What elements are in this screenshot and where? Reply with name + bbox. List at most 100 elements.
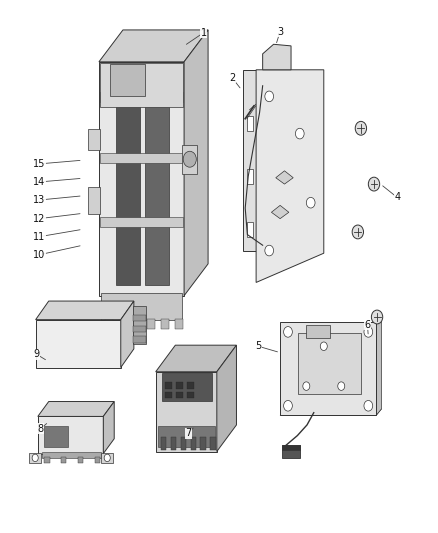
Polygon shape bbox=[256, 70, 324, 282]
FancyBboxPatch shape bbox=[306, 325, 330, 338]
Circle shape bbox=[265, 91, 274, 102]
Circle shape bbox=[371, 310, 383, 324]
Polygon shape bbox=[155, 372, 217, 451]
FancyBboxPatch shape bbox=[201, 437, 205, 450]
Polygon shape bbox=[38, 401, 114, 416]
FancyBboxPatch shape bbox=[162, 373, 212, 401]
Circle shape bbox=[295, 128, 304, 139]
Text: 4: 4 bbox=[394, 192, 400, 203]
Circle shape bbox=[355, 122, 367, 135]
FancyBboxPatch shape bbox=[78, 457, 83, 463]
FancyBboxPatch shape bbox=[182, 145, 197, 174]
FancyBboxPatch shape bbox=[101, 293, 182, 320]
Circle shape bbox=[303, 382, 310, 390]
FancyBboxPatch shape bbox=[282, 445, 300, 450]
FancyBboxPatch shape bbox=[100, 217, 183, 227]
Polygon shape bbox=[184, 30, 208, 296]
Circle shape bbox=[338, 382, 345, 390]
FancyBboxPatch shape bbox=[134, 315, 146, 321]
FancyBboxPatch shape bbox=[120, 319, 127, 329]
FancyBboxPatch shape bbox=[176, 382, 183, 389]
Text: 6: 6 bbox=[364, 320, 371, 330]
Circle shape bbox=[32, 454, 38, 462]
FancyBboxPatch shape bbox=[158, 426, 215, 447]
Polygon shape bbox=[99, 30, 208, 62]
Text: 14: 14 bbox=[33, 177, 45, 187]
Circle shape bbox=[368, 177, 380, 191]
Circle shape bbox=[248, 101, 258, 113]
FancyBboxPatch shape bbox=[161, 437, 166, 450]
FancyBboxPatch shape bbox=[100, 63, 183, 107]
Circle shape bbox=[104, 454, 110, 462]
Text: 8: 8 bbox=[38, 424, 44, 434]
FancyBboxPatch shape bbox=[282, 445, 300, 458]
Circle shape bbox=[364, 400, 373, 411]
FancyBboxPatch shape bbox=[148, 319, 155, 329]
Text: 1: 1 bbox=[201, 28, 207, 38]
Text: 2: 2 bbox=[229, 73, 235, 83]
Polygon shape bbox=[276, 171, 293, 184]
Circle shape bbox=[320, 342, 327, 351]
FancyBboxPatch shape bbox=[191, 437, 196, 450]
FancyBboxPatch shape bbox=[42, 451, 101, 458]
FancyBboxPatch shape bbox=[165, 392, 172, 398]
FancyBboxPatch shape bbox=[44, 426, 68, 447]
FancyBboxPatch shape bbox=[110, 64, 145, 96]
FancyBboxPatch shape bbox=[210, 437, 215, 450]
Circle shape bbox=[352, 225, 364, 239]
FancyBboxPatch shape bbox=[117, 72, 141, 285]
Text: 11: 11 bbox=[33, 232, 45, 242]
Polygon shape bbox=[121, 301, 134, 368]
FancyBboxPatch shape bbox=[88, 129, 100, 150]
FancyBboxPatch shape bbox=[133, 306, 146, 344]
FancyBboxPatch shape bbox=[247, 116, 253, 131]
FancyBboxPatch shape bbox=[297, 333, 361, 394]
FancyBboxPatch shape bbox=[88, 187, 100, 214]
FancyBboxPatch shape bbox=[280, 322, 376, 415]
FancyBboxPatch shape bbox=[176, 392, 183, 398]
Circle shape bbox=[284, 327, 292, 337]
Circle shape bbox=[183, 151, 196, 167]
FancyBboxPatch shape bbox=[187, 392, 194, 398]
Polygon shape bbox=[38, 416, 103, 454]
Circle shape bbox=[306, 197, 315, 208]
FancyBboxPatch shape bbox=[165, 382, 172, 389]
Text: 5: 5 bbox=[255, 341, 261, 351]
Polygon shape bbox=[376, 316, 381, 415]
FancyBboxPatch shape bbox=[106, 319, 113, 329]
Polygon shape bbox=[243, 70, 264, 251]
FancyBboxPatch shape bbox=[100, 154, 183, 163]
FancyBboxPatch shape bbox=[175, 319, 183, 329]
FancyBboxPatch shape bbox=[29, 453, 41, 463]
FancyBboxPatch shape bbox=[161, 319, 169, 329]
FancyBboxPatch shape bbox=[134, 326, 146, 332]
Text: 9: 9 bbox=[33, 349, 39, 359]
Polygon shape bbox=[35, 301, 134, 320]
Text: 15: 15 bbox=[33, 159, 45, 169]
Text: 7: 7 bbox=[185, 429, 191, 439]
FancyBboxPatch shape bbox=[44, 457, 49, 463]
Polygon shape bbox=[263, 44, 291, 70]
Polygon shape bbox=[103, 401, 114, 454]
Circle shape bbox=[364, 327, 373, 337]
FancyBboxPatch shape bbox=[247, 222, 253, 237]
FancyBboxPatch shape bbox=[247, 169, 253, 184]
Circle shape bbox=[265, 245, 274, 256]
Text: 10: 10 bbox=[33, 250, 45, 260]
FancyBboxPatch shape bbox=[100, 92, 183, 102]
Polygon shape bbox=[280, 409, 381, 415]
FancyBboxPatch shape bbox=[61, 457, 66, 463]
FancyBboxPatch shape bbox=[171, 437, 176, 450]
Polygon shape bbox=[155, 345, 237, 372]
FancyBboxPatch shape bbox=[101, 453, 113, 463]
FancyBboxPatch shape bbox=[95, 457, 100, 463]
Circle shape bbox=[284, 400, 292, 411]
Polygon shape bbox=[35, 320, 121, 368]
FancyBboxPatch shape bbox=[187, 382, 194, 389]
FancyBboxPatch shape bbox=[180, 437, 186, 450]
Text: 3: 3 bbox=[277, 27, 283, 37]
Text: 12: 12 bbox=[33, 214, 45, 224]
FancyBboxPatch shape bbox=[134, 336, 146, 343]
Text: 13: 13 bbox=[33, 195, 45, 205]
Polygon shape bbox=[217, 345, 237, 451]
